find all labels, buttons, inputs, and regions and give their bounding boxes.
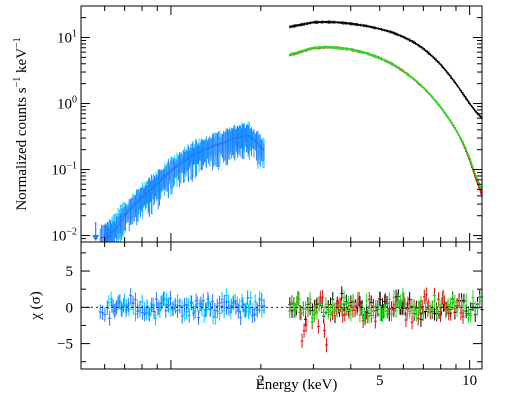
y-tick-label: 5 (66, 264, 74, 280)
upper-limit-arrowhead (92, 235, 100, 241)
x-tick-label: 2 (257, 373, 265, 389)
y-tick-exponent: −2 (66, 227, 77, 238)
y-tick-label: 10−1 (51, 161, 77, 179)
y-tick-label: 100 (57, 95, 77, 113)
residuals-4 (98, 288, 266, 326)
ylabel-part: keV (14, 48, 30, 77)
y-tick-exponent: 1 (72, 29, 77, 40)
y-tick-label: 0 (66, 300, 74, 316)
series-line (289, 46, 483, 191)
series-1 (289, 45, 483, 198)
spectrum-y-axis-label: Normalized counts s−1 keV−1 (12, 37, 30, 210)
y-tick-base: 10 (57, 97, 72, 113)
residual-y-axis-label: χ (σ) (28, 291, 44, 320)
series-line (289, 46, 483, 197)
y-tick-label: −5 (57, 337, 73, 353)
residual-series (98, 286, 484, 353)
y-tick-label: 101 (57, 29, 77, 47)
ylabel-exponent: −1 (12, 37, 23, 48)
series-2 (289, 45, 483, 193)
upper-limit-arrowhead (104, 235, 112, 241)
x-axis-label: Energy (keV) (256, 377, 338, 393)
x-tick-label: 10 (462, 373, 477, 389)
y-tick-exponent: −1 (66, 161, 77, 172)
spectrum-series (99, 20, 483, 242)
series-line (289, 21, 483, 119)
residual-plot-frame (80, 241, 483, 370)
y-tick-base: 10 (57, 31, 72, 47)
y-tick-exponent: 0 (72, 95, 77, 106)
ylabel-part: Normalized counts s (14, 87, 30, 210)
y-tick-base: 10 (51, 229, 66, 245)
series-0 (289, 20, 483, 120)
x-tick-label: 5 (376, 373, 384, 389)
series-line (99, 134, 265, 240)
residuals-1 (288, 287, 465, 353)
y-tick-base: 10 (51, 163, 66, 179)
ylabel-exponent: −1 (12, 77, 23, 88)
y-tick-label: 10−2 (51, 227, 77, 245)
series-4 (99, 123, 265, 242)
